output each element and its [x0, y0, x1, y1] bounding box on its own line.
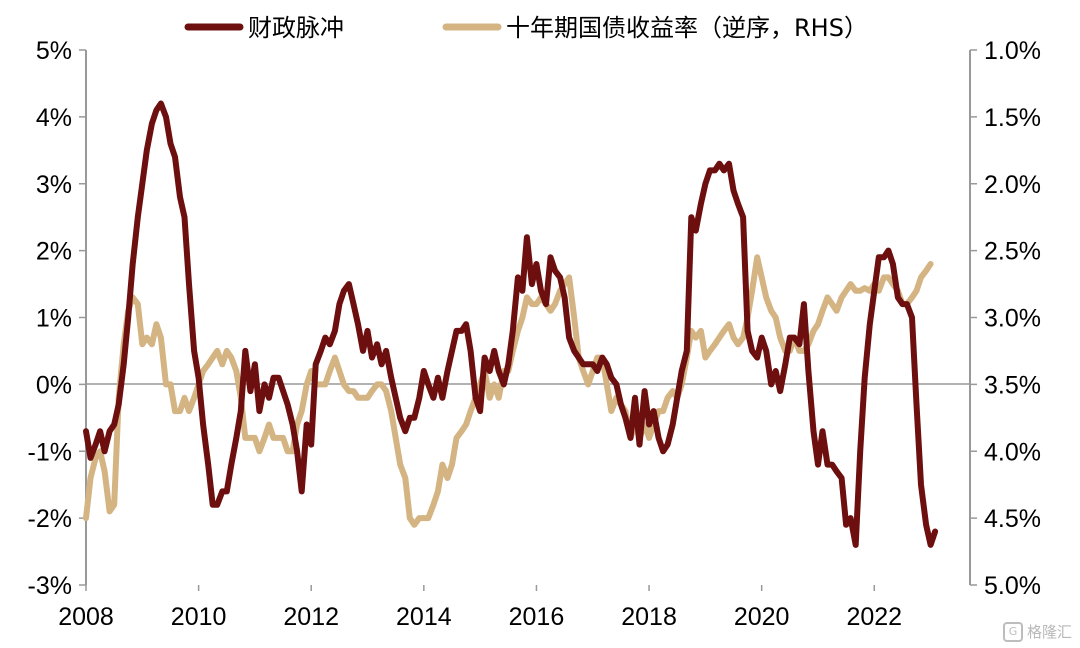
- left-y-tick-label: -1%: [28, 438, 72, 466]
- left-y-tick-label: 2%: [36, 238, 72, 266]
- x-tick-label: 2016: [509, 603, 565, 631]
- x-tick-label: 2018: [621, 603, 677, 631]
- x-tick-label: 2020: [734, 603, 790, 631]
- legend-label-fiscal: 财政脉冲: [248, 14, 344, 42]
- right-y-tick-label: 2.0%: [984, 171, 1041, 199]
- left-y-ticks: 5% 4% 3% 2% 1% 0% -1% -2% -3%: [28, 37, 86, 600]
- right-y-tick-label: 3.0%: [984, 305, 1041, 333]
- watermark-text: 格隆汇: [1026, 623, 1072, 641]
- x-ticks: 2008 2010 2012 2014 2016 2018 2020 2022: [58, 585, 902, 631]
- left-y-tick-label: 1%: [36, 305, 72, 333]
- x-tick-label: 2022: [846, 603, 902, 631]
- x-tick-label: 2014: [396, 603, 452, 631]
- right-y-ticks: 1.0% 1.5% 2.0% 2.5% 3.0% 3.5% 4.0% 4.5% 5.0%: [970, 37, 1041, 600]
- x-tick-label: 2008: [58, 603, 114, 631]
- x-tick-label: 2010: [171, 603, 227, 631]
- legend: 财政脉冲 十年期国债收益率（逆序，RHS）: [184, 14, 868, 42]
- right-y-tick-label: 3.5%: [984, 371, 1041, 399]
- left-y-tick-label: 3%: [36, 171, 72, 199]
- x-tick-label: 2012: [283, 603, 339, 631]
- right-y-tick-label: 2.5%: [984, 238, 1041, 266]
- series-line-fiscal-impulse: [83, 100, 939, 548]
- left-y-tick-label: 5%: [36, 37, 72, 65]
- left-y-tick-label: -3%: [28, 572, 72, 600]
- right-y-tick-label: 4.0%: [984, 438, 1041, 466]
- right-y-tick-label: 1.5%: [984, 104, 1041, 132]
- right-y-tick-label: 1.0%: [984, 37, 1041, 65]
- watermark-logo-icon: G: [1002, 621, 1023, 642]
- series-layer: [83, 100, 939, 548]
- left-y-tick-label: 0%: [36, 371, 72, 399]
- right-y-tick-label: 5.0%: [984, 572, 1041, 600]
- right-y-tick-label: 4.5%: [984, 505, 1041, 533]
- watermark: G 格隆汇: [1002, 621, 1072, 642]
- left-y-tick-label: -2%: [28, 505, 72, 533]
- left-y-tick-label: 4%: [36, 104, 72, 132]
- legend-label-bond: 十年期国债收益率（逆序，RHS）: [506, 14, 868, 42]
